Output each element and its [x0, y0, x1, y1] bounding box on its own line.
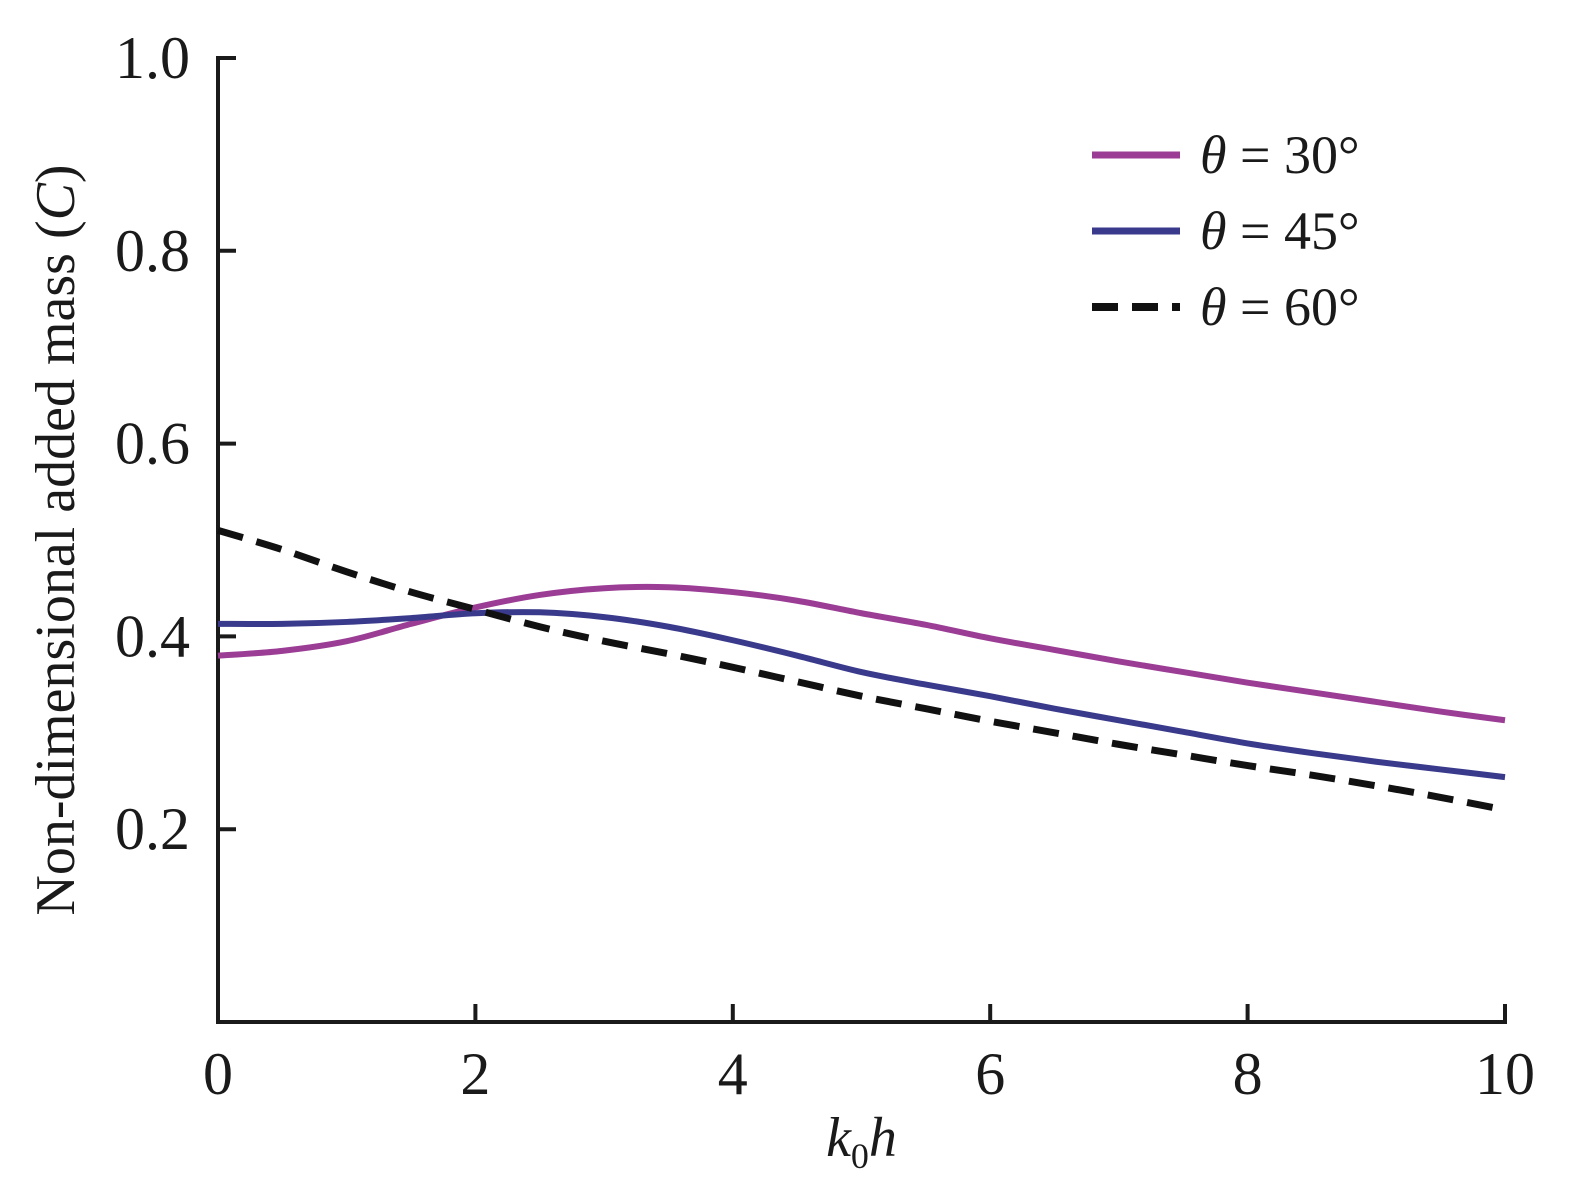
series-layer — [216, 527, 1506, 814]
axis-labels: k0h Non-dimensional added mass (C) — [25, 164, 897, 1176]
series-line-2 — [217, 609, 1506, 781]
x-tick-label: 0 — [203, 1041, 233, 1107]
series-line-3 — [216, 527, 1506, 814]
y-axis-title: Non-dimensional added mass (C) — [25, 164, 87, 915]
x-tick-label: 4 — [718, 1041, 748, 1107]
y-tick-label: 0.8 — [115, 218, 190, 284]
x-tick-label: 2 — [460, 1041, 490, 1107]
legend-label-3: θ = 60° — [1200, 277, 1360, 337]
x-tick-label: 6 — [975, 1041, 1005, 1107]
legend-label-2: θ = 45° — [1200, 201, 1360, 261]
legend-label-1: θ = 30° — [1200, 125, 1360, 185]
axes: 0.2 0.4 0.6 0.8 1.0 0 2 4 6 8 10 — [115, 25, 1535, 1107]
y-tick-label: 0.6 — [115, 411, 190, 477]
x-tick-label: 8 — [1233, 1041, 1263, 1107]
series-line-1 — [217, 583, 1506, 724]
x-axis-title: k0h — [826, 1107, 897, 1176]
x-tick-label: 10 — [1475, 1041, 1535, 1107]
y-tick-label: 0.2 — [115, 796, 190, 862]
y-tick-label: 1.0 — [115, 25, 190, 91]
y-tick-label: 0.4 — [115, 603, 190, 669]
legend: θ = 30° θ = 45° θ = 60° — [1092, 125, 1360, 337]
